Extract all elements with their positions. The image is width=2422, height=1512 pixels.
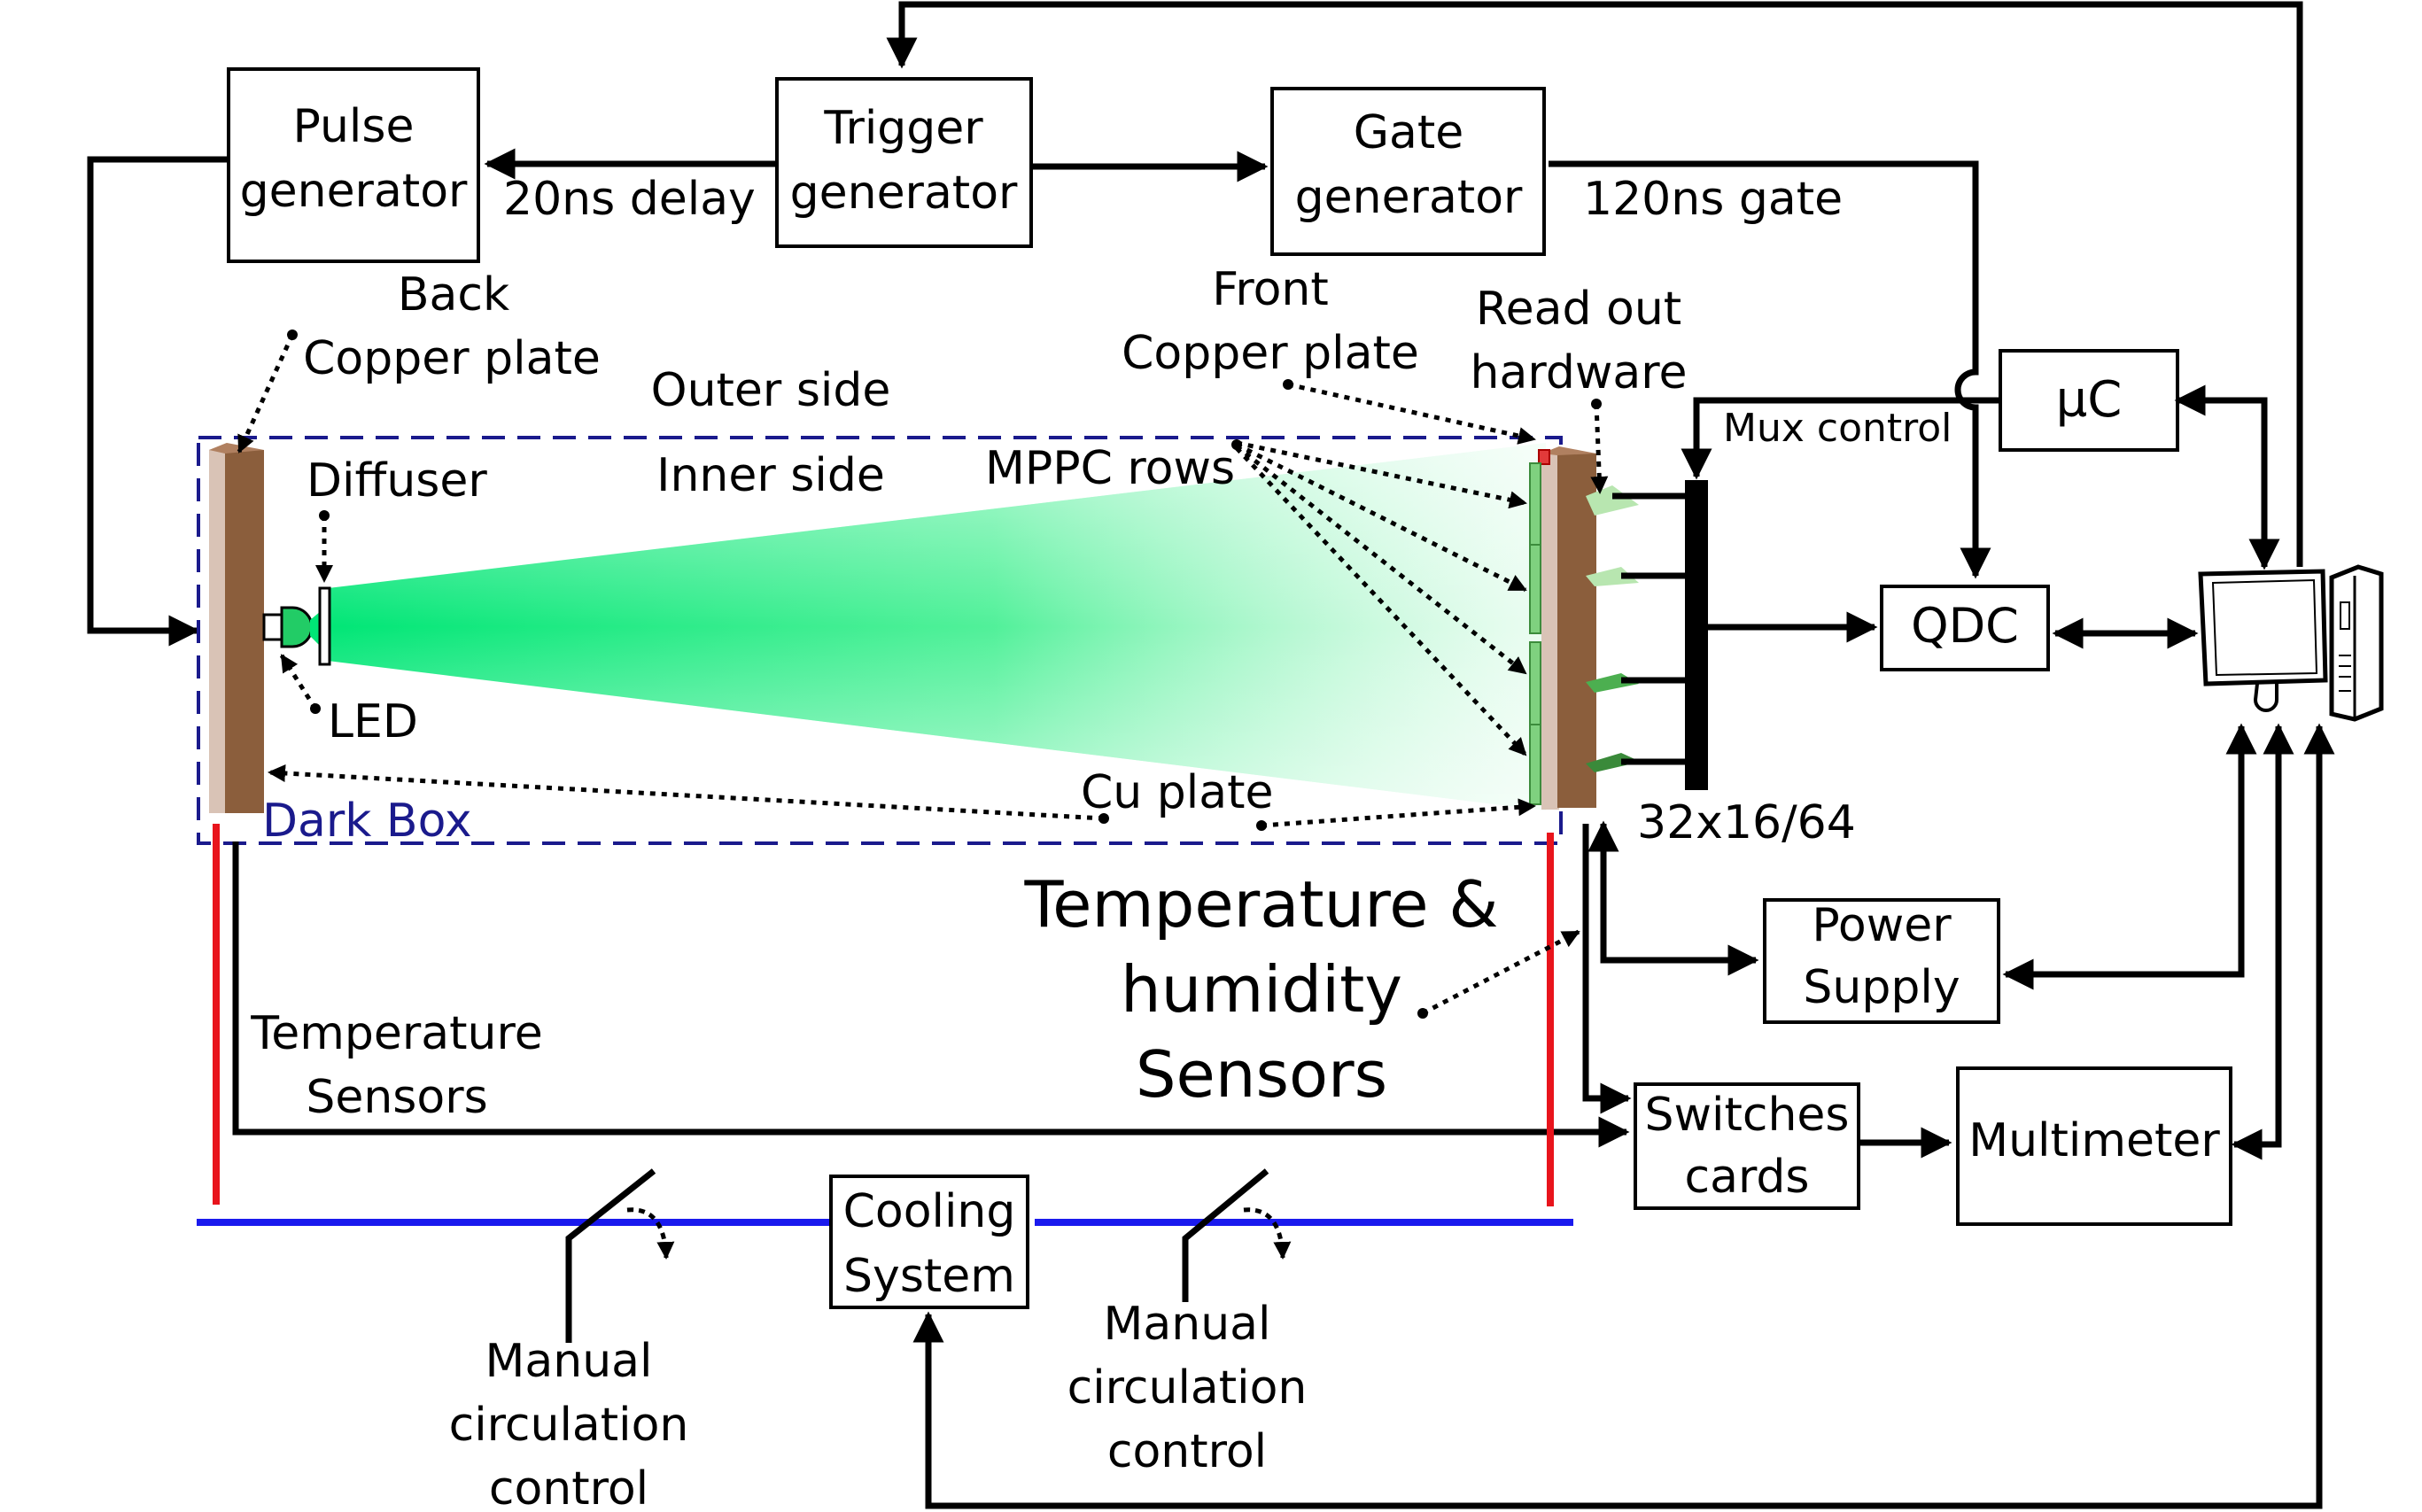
svg-text:generator: generator	[790, 167, 1018, 220]
mux-bar	[1685, 480, 1708, 790]
svg-text:Cooling: Cooling	[843, 1185, 1016, 1238]
diffuser	[318, 586, 331, 666]
svg-text:Pulse: Pulse	[293, 100, 415, 153]
mppc-rows-label: MPPC rows	[985, 442, 1235, 495]
switches-cards-box: Switches cards	[1634, 1082, 1860, 1210]
manual-right-label-2: circulation	[1067, 1361, 1308, 1415]
temp-sensors-label-1: Temperature	[250, 1007, 542, 1060]
svg-text:µC: µC	[2056, 371, 2123, 429]
power-supply-box: Power Supply	[1763, 898, 2000, 1024]
back-copper-plate	[209, 443, 264, 813]
computer-icon	[2198, 564, 2384, 722]
light-beam	[321, 443, 1546, 810]
svg-text:QDC: QDC	[1911, 598, 2019, 654]
front-copper-label-1: Front	[1212, 263, 1329, 316]
svg-text:Trigger: Trigger	[823, 102, 983, 155]
back-copper-label-1: Back	[398, 268, 509, 322]
svg-text:generator: generator	[240, 165, 468, 218]
led-label: LED	[328, 695, 418, 748]
uc-box: µC	[1999, 349, 2179, 452]
readout-label-2: hardware	[1471, 346, 1688, 399]
cooling-pipes	[197, 824, 1573, 1226]
qdc-box: QDC	[1880, 585, 2050, 671]
temp-humidity-label-1: Temperature &	[1023, 867, 1498, 942]
dark-box-label: Dark Box	[262, 795, 472, 848]
trigger-generator-box: Trigger generator	[775, 77, 1033, 248]
readout-label-1: Read out	[1476, 283, 1681, 336]
cooling-system-box: Cooling System	[829, 1175, 1029, 1309]
back-copper-label-2: Copper plate	[303, 332, 601, 385]
pointer-lines	[237, 333, 1609, 1016]
outer-side-label: Outer side	[651, 364, 891, 417]
svg-text:Multimeter: Multimeter	[1968, 1114, 2220, 1167]
temp-sensors-label-2: Sensors	[306, 1071, 487, 1124]
channels-label: 32x16/64	[1637, 796, 1856, 849]
svg-text:Switches: Switches	[1644, 1089, 1849, 1142]
cu-plate-label: Cu plate	[1081, 766, 1274, 819]
manual-right-label-1: Manual	[1104, 1298, 1271, 1351]
front-copper-label-2: Copper plate	[1122, 327, 1419, 380]
gate-generator-box: Gate generator	[1270, 87, 1546, 256]
diffuser-label: Diffuser	[307, 454, 487, 508]
pointer-dots	[287, 330, 1602, 1019]
pulse-generator-box: Pulse generator	[227, 67, 480, 263]
mux-control-label: Mux control	[1723, 406, 1952, 451]
multimeter-box: Multimeter	[1956, 1066, 2232, 1226]
svg-text:cards: cards	[1684, 1151, 1809, 1204]
valve-right	[1182, 1168, 1292, 1302]
led	[262, 606, 321, 648]
manual-right-label-3: control	[1107, 1425, 1267, 1478]
manual-left-label-3: control	[489, 1462, 648, 1512]
temp-humidity-label-3: Sensors	[1136, 1037, 1387, 1112]
front-copper-plate	[1538, 446, 1596, 810]
gate-label: 120ns gate	[1583, 173, 1843, 226]
temp-humidity-label-2: humidity	[1121, 952, 1402, 1027]
manual-left-label-1: Manual	[485, 1335, 653, 1388]
svg-text:Gate: Gate	[1354, 106, 1464, 159]
readout-connectors	[1612, 492, 1685, 765]
svg-text:generator: generator	[1295, 171, 1523, 224]
manual-left-label-2: circulation	[449, 1399, 689, 1452]
svg-text:Power: Power	[1812, 899, 1952, 952]
valve-left	[565, 1168, 675, 1343]
inner-side-label: Inner side	[656, 449, 885, 502]
svg-text:Supply: Supply	[1803, 961, 1960, 1014]
delay-label: 20ns delay	[503, 173, 756, 226]
svg-text:System: System	[843, 1250, 1015, 1303]
